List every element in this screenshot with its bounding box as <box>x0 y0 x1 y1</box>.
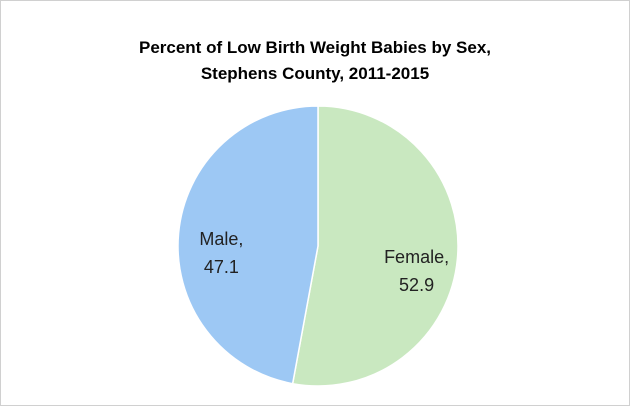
chart-title: Percent of Low Birth Weight Babies by Se… <box>139 38 491 57</box>
data-label: Female, 52.9 <box>384 246 450 295</box>
pie-slice <box>177 105 319 385</box>
chart-title: Stephens County, 2011-2015 <box>201 64 429 83</box>
pie-slice <box>291 105 459 387</box>
data-label: Male, 47.1 <box>199 229 244 278</box>
